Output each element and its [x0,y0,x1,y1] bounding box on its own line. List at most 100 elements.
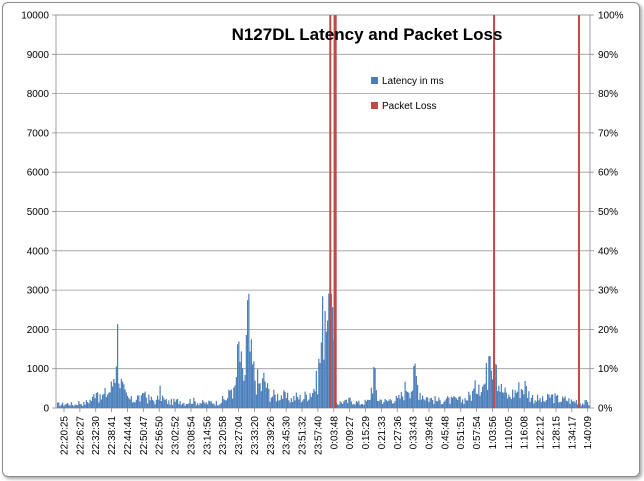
latency-bar [529,401,531,408]
latency-bar [279,399,281,408]
latency-bar [179,401,181,408]
latency-bar [455,398,457,408]
latency-bar [440,404,442,408]
latency-bar [73,406,75,408]
latency-bar [528,391,530,408]
latency-bar [190,403,192,408]
latency-bar [332,307,334,408]
x-tick-label: 23:27:04 [234,416,245,455]
latency-bar [458,397,460,408]
latency-bar [447,396,449,408]
latency-bar [104,387,106,408]
x-tick-label: 1:40:09 [583,416,594,450]
latency-bar [300,402,302,408]
latency-bar [554,393,556,408]
latency-bar [303,398,305,408]
latency-bar [183,402,185,408]
latency-bar [265,387,267,408]
latency-bar [362,404,364,408]
latency-bar [553,403,555,408]
latency-bar [359,404,361,408]
latency-bar [93,393,95,408]
latency-bar [349,397,351,408]
latency-bar [72,404,74,408]
latency-bar [444,400,446,408]
latency-bar [573,401,575,408]
latency-bar [538,400,540,408]
latency-bar [465,400,467,408]
latency-bar [292,402,294,408]
left-y-tick-label: 10000 [21,11,49,22]
latency-bar [513,397,515,408]
latency-bar [338,404,340,408]
x-tick-label: 1:03:56 [488,416,499,450]
left-y-tick-label: 2000 [27,325,50,336]
latency-bar [282,398,284,408]
latency-bar [267,383,269,408]
latency-bar [214,405,216,408]
latency-bar [150,396,152,408]
latency-bar [422,395,424,408]
latency-bar [478,384,480,408]
latency-bar [313,388,315,408]
x-tick-label: 1:16:08 [520,416,531,450]
right-y-tick-label: 20% [598,325,618,336]
latency-bar [507,398,509,408]
latency-bar [557,395,559,408]
latency-bar [85,400,87,408]
chart-title: N127DL Latency and Packet Loss [232,25,503,44]
latency-bar [153,401,155,408]
left-y-tick-label: 3000 [27,286,50,297]
latency-bar [522,390,524,408]
latency-bar [520,388,522,408]
latency-bar [502,392,504,408]
latency-bar [390,400,392,408]
latency-bar [369,399,371,408]
latency-bar [320,342,322,408]
latency-bar [397,397,399,408]
packet-loss-bars [329,15,580,408]
legend-label-latency: Latency in ms [382,76,444,87]
latency-bar [429,398,431,408]
latency-bar [443,401,445,408]
latency-bar [114,382,116,408]
latency-bar [309,393,311,408]
latency-bar [324,311,326,408]
latency-bar [558,402,560,408]
latency-bar [518,382,520,408]
latency-bar [283,390,285,408]
latency-bar [215,400,217,408]
latency-bar [63,405,65,408]
latency-bar [297,396,299,408]
latency-bar [212,403,214,408]
latency-bar [218,405,220,408]
latency-bar [448,397,450,408]
latency-bar [492,379,494,408]
latency-bar [392,403,394,408]
latency-bar [88,403,90,408]
latency-bar [532,394,534,408]
latency-bar [468,391,470,408]
latency-bar [575,400,577,408]
latency-bar [288,400,290,408]
packet-loss-bar [329,15,332,408]
latency-bars [57,293,590,408]
latency-bar [255,394,257,408]
latency-bar [142,393,144,408]
legend-swatch-packet-loss [371,102,378,109]
x-tick-label: 22:50:47 [139,416,150,455]
latency-bar [417,384,419,408]
latency-bar [134,402,136,408]
latency-bar [480,392,482,408]
latency-bar [253,361,255,408]
latency-bar [534,400,536,408]
latency-bar [135,399,137,408]
latency-bar [305,394,307,408]
latency-bar [567,401,569,408]
latency-bar [530,397,532,408]
latency-bar [75,404,77,408]
latency-bar [377,400,379,408]
latency-bar [208,400,210,408]
x-tick-label: 0:21:33 [377,416,388,450]
x-tick-label: 0:09:27 [345,416,356,450]
